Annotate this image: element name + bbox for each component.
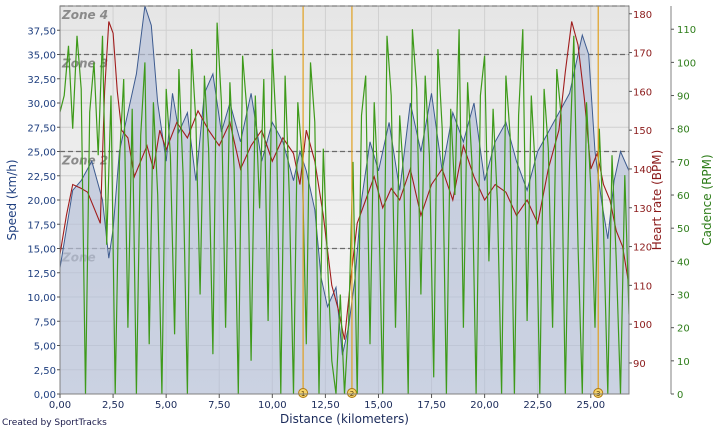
speed-tick-label: 22,50 [27,172,56,183]
speed-tick-label: 12,50 [27,269,56,280]
lap-marker [346,388,357,398]
speed-tick-label: 37,50 [27,26,56,37]
hr-tick-label: 90 [633,359,646,370]
speed-axis-label: Speed (km/h) [5,159,19,240]
zone-label: Zone 3 [61,57,108,71]
cadence-tick-label: 70 [677,158,690,169]
cadence-tick-label: 90 [677,92,690,103]
x-tick-label: 0,00 [49,400,71,411]
series-group [60,6,629,394]
x-tick-label: 22,50 [523,400,552,411]
speed-line [60,6,629,356]
cadence-tick-label: 110 [677,25,696,36]
speed-tick-label: 0,00 [34,390,56,401]
x-tick-label: 2,50 [102,400,124,411]
speed-tick-label: 10,00 [27,293,56,304]
speed-area [60,6,629,394]
x-tick-label: 17,50 [417,400,446,411]
hr-tick-label: 150 [633,126,652,137]
cadence-tick-label: 30 [677,291,690,302]
speed-tick-label: 17,50 [27,220,56,231]
cadence-tick-label: 80 [677,125,690,136]
x-tick-label: 7,50 [208,400,230,411]
x-tick-label: 10,00 [258,400,287,411]
zone-label: Zone 2 [61,154,108,168]
lap-marker [298,388,309,398]
cadence-tick-label: 60 [677,191,690,202]
speed-tick-label: 20,00 [27,196,56,207]
cadence-line [60,22,629,394]
speed-tick-label: 25,00 [27,148,56,159]
hr-tick-label: 120 [633,243,652,254]
hr-tick-label: 110 [633,281,652,292]
x-axis-label: Distance (kilometers) [280,412,409,426]
hr-tick-label: 160 [633,87,652,98]
heart-rate-line [60,21,629,340]
speed-tick-label: 27,50 [27,123,56,134]
x-tick-label: 20,00 [470,400,499,411]
speed-tick-label: 32,50 [27,75,56,86]
x-tick-label: 15,00 [364,400,393,411]
heart-rate-axis-label: Heart rate (BPM) [650,150,664,251]
speed-tick-label: 2,50 [34,366,56,377]
credit-label: Created by SportTracks [2,418,107,428]
hr-tick-label: 130 [633,204,652,215]
cadence-tick-label: 100 [677,58,696,69]
x-tick-label: 12,50 [311,400,340,411]
hr-tick-label: 170 [633,49,652,60]
x-axis: 0,00 2,50 5,00 7,50 10,00 12,50 15,00 17,50 20,0… [49,394,605,426]
cadence-tick-label: 40 [677,257,690,268]
cadence-axis-label: Cadence (RPM) [700,154,714,245]
zone-label: Zone 4 [61,8,108,22]
hr-tick-label: 180 [633,10,652,21]
cadence-tick-label: 10 [677,357,690,368]
speed-tick-label: 7,50 [34,317,56,328]
heart-rate-axis: 90 100 110 120 130 140 150 160 170 180 Heart rate … [629,10,664,370]
x-tick-label: 25,00 [576,400,605,411]
x-tick-label: 5,00 [155,400,177,411]
cadence-tick-label: 20 [677,324,690,335]
cadence-tick-label: 50 [677,224,690,235]
cadence-axis: 0 10 20 30 40 50 60 70 80 90 100 110 Cadence (RPM) [670,6,714,401]
speed-tick-label: 15,00 [27,245,56,256]
speed-tick-label: 35,00 [27,51,56,62]
speed-tick-label: 30,00 [27,99,56,110]
cadence-tick-label: 0 [677,390,683,401]
speed-axis: 0,00 2,50 5,00 7,50 10,00 12,50 15,00 17,50 20,0… [5,26,60,401]
lap-marker [593,388,604,398]
hr-tick-label: 140 [633,165,652,176]
hr-tick-label: 100 [633,320,652,331]
speed-tick-label: 5,00 [34,342,56,353]
